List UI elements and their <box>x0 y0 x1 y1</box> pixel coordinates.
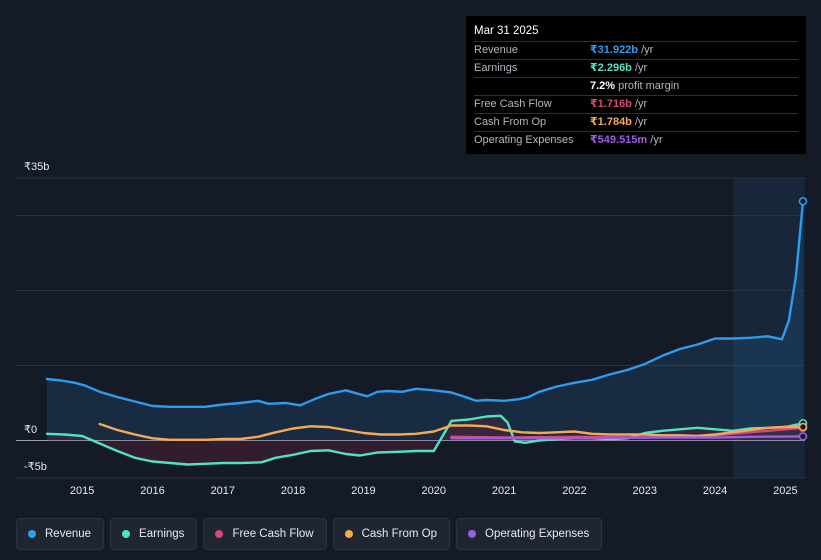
x-tick-label: 2025 <box>773 485 798 497</box>
legend-dot-icon <box>28 530 36 538</box>
tooltip-row: Revenue ₹31.922b /yr <box>474 41 798 59</box>
x-tick-label: 2019 <box>351 485 376 497</box>
tooltip-row-value: ₹1.716b /yr <box>590 98 648 110</box>
tooltip-row-value: ₹1.784b /yr <box>590 116 648 128</box>
legend-dot-icon <box>122 530 131 538</box>
x-tick-label: 2018 <box>280 485 306 497</box>
tooltip-row-label: Earnings <box>474 62 518 74</box>
cash-from-op-endpoint <box>798 422 808 432</box>
x-tick-label: 2015 <box>69 485 95 497</box>
legend-dot-icon <box>468 530 477 538</box>
chart-canvas <box>16 177 808 479</box>
tooltip-row-label <box>474 78 590 95</box>
legend-item-free-cash-flow[interactable]: Free Cash Flow <box>203 518 327 550</box>
x-tick-label: 2022 <box>562 485 587 497</box>
x-tick-label: 2020 <box>421 485 447 497</box>
legend-label: Earnings <box>139 528 185 540</box>
x-tick-label: 2017 <box>210 485 236 497</box>
y-tick-label-zero: ₹0 <box>24 424 38 436</box>
tooltip-panel: Mar 31 2025 Revenue ₹31.922b /yr Earnings ₹… <box>466 16 806 154</box>
tooltip-row-label: Revenue <box>474 44 519 56</box>
tooltip-row-label: Cash From Op <box>474 116 547 128</box>
tooltip-row-value: ₹549.515m /yr <box>590 134 663 146</box>
tooltip-rows: Revenue ₹31.922b /yr Earnings ₹2.296b /yr 7.… <box>474 41 798 149</box>
tooltip-row-value: ₹31.922b /yr <box>590 44 654 56</box>
y-tick-label-top: ₹35b <box>24 161 50 173</box>
revenue-line <box>45 200 805 408</box>
tooltip-row-value: ₹2.296b /yr <box>590 62 648 74</box>
legend-label: Free Cash Flow <box>232 528 314 540</box>
earnings-area <box>47 415 803 465</box>
legend-label: Cash From Op <box>361 528 438 540</box>
legend-item-cash-from-op[interactable]: Cash From Op <box>332 518 451 550</box>
series-lines <box>45 200 805 466</box>
tooltip-row: Free Cash Flow ₹1.716b /yr <box>474 95 798 113</box>
tooltip-row: Operating Expenses ₹549.515m /yr <box>474 131 798 149</box>
legend-label: Operating Expenses <box>485 528 590 540</box>
legend-item-revenue[interactable]: Revenue <box>16 518 105 550</box>
x-tick-label: 2024 <box>702 485 728 497</box>
tooltip-row: 7.2% profit margin <box>474 77 798 95</box>
x-tick-label: 2023 <box>632 485 657 497</box>
operating-expenses-endpoint <box>798 432 808 441</box>
series-areas <box>47 201 803 465</box>
tooltip-row-value: 7.2% profit margin <box>590 80 680 92</box>
legend-dot-icon <box>215 530 224 538</box>
tooltip-date: Mar 31 2025 <box>474 25 539 37</box>
revenue-endpoint <box>798 196 808 206</box>
tooltip-row-label: Operating Expenses <box>474 134 574 146</box>
tooltip-row: Earnings ₹2.296b /yr <box>474 59 798 77</box>
legend-label: Revenue <box>45 528 92 540</box>
legend-dot-icon <box>344 530 353 538</box>
earnings-line <box>45 414 805 466</box>
y-tick-label-bottom: -₹5b <box>24 461 47 473</box>
revenue-area <box>47 201 803 441</box>
legend-item-operating-expenses[interactable]: Operating Expenses <box>456 518 603 550</box>
x-tick-label: 2021 <box>491 485 517 497</box>
chart-legend: Revenue Earnings Free Cash Flow Cash From O… <box>16 518 603 550</box>
tooltip-row-label: Free Cash Flow <box>474 98 552 110</box>
tooltip-row: Cash From Op ₹1.784b /yr <box>474 113 798 131</box>
gridlines <box>16 177 805 479</box>
series-endpoints <box>798 196 808 441</box>
operating-expenses-line <box>450 435 805 440</box>
x-tick-label: 2016 <box>140 485 165 497</box>
legend-item-earnings[interactable]: Earnings <box>110 518 198 550</box>
cash-from-op-line <box>98 422 805 441</box>
